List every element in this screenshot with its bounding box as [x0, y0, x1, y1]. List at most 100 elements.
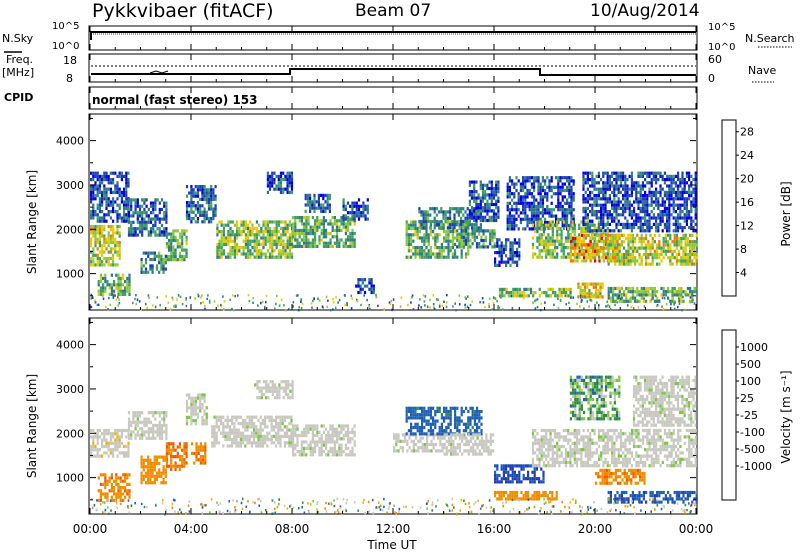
power-cell — [216, 252, 219, 256]
velocity-cell — [165, 411, 168, 415]
velocity-cell — [141, 436, 144, 440]
power-cell — [125, 178, 128, 182]
velocity-cell — [165, 414, 168, 418]
power-cell — [651, 246, 654, 250]
velocity-cell — [117, 489, 120, 493]
velocity-cell — [158, 455, 161, 459]
power-cell — [429, 249, 432, 253]
power-cell — [668, 203, 671, 207]
power-cell — [674, 222, 677, 226]
power-cell — [357, 198, 361, 202]
power-cell — [631, 233, 634, 237]
power-cell — [558, 287, 561, 291]
power-cell — [322, 193, 325, 197]
power-cell — [508, 201, 511, 205]
power-cell — [447, 239, 450, 243]
power-cell — [327, 232, 330, 236]
power-cell — [627, 256, 630, 260]
power-cell — [585, 233, 588, 237]
power-cell — [628, 194, 631, 198]
power-cell — [353, 217, 356, 221]
power-cell — [515, 176, 518, 180]
power-cell — [216, 230, 219, 234]
power-cell — [316, 216, 319, 220]
power-cell — [269, 220, 272, 224]
power-cell — [422, 210, 425, 214]
power-cell — [546, 185, 549, 189]
velocity-cell — [167, 448, 171, 452]
velocity-cell — [205, 422, 208, 426]
velocity-cell — [141, 433, 144, 437]
power-cell — [569, 294, 572, 298]
power-cell — [421, 252, 424, 256]
power-cell — [541, 211, 544, 215]
power-cell — [611, 171, 614, 175]
power-cell — [101, 194, 104, 198]
power-cell — [424, 226, 427, 230]
power-cell — [231, 252, 234, 256]
power-cell — [626, 187, 629, 191]
power-cell — [216, 233, 219, 237]
power-cell — [181, 258, 184, 262]
velocity-cell — [147, 430, 150, 434]
power-cell — [136, 211, 139, 215]
velocity-cell — [110, 482, 113, 486]
power-cell — [524, 185, 527, 189]
power-cell — [528, 188, 531, 193]
power-cell — [164, 257, 167, 262]
power-cell — [682, 299, 685, 303]
power-cell — [320, 193, 323, 197]
power-cell — [584, 213, 587, 217]
velocity-cell — [164, 471, 167, 475]
power-cell — [624, 197, 627, 201]
power-cell — [675, 293, 678, 297]
power-ground-scatter — [595, 308, 597, 312]
power-cell — [597, 252, 601, 256]
power-cell — [143, 201, 146, 205]
power-cell — [116, 253, 119, 257]
power-cell — [271, 255, 274, 259]
power-cell — [583, 240, 586, 244]
power-cell — [423, 255, 426, 259]
velocity-cell — [149, 427, 153, 431]
power-cell — [664, 240, 667, 244]
power-cell — [107, 178, 110, 182]
power-cell — [98, 219, 101, 223]
power-cell — [629, 296, 632, 300]
power-ground-scatter — [628, 298, 631, 301]
velocity-cell — [115, 495, 118, 499]
power-cell — [645, 236, 648, 241]
power-cell — [288, 174, 291, 178]
power-cell — [591, 249, 594, 253]
power-cell — [460, 210, 463, 214]
power-cell — [127, 214, 131, 218]
power-cell — [102, 292, 105, 296]
power-cell — [475, 242, 479, 246]
power-cell — [112, 256, 115, 261]
power-cell — [170, 232, 173, 236]
velocity-cell — [97, 476, 100, 480]
power-cell — [564, 255, 568, 259]
power-cell — [98, 234, 101, 238]
velocity-cell — [114, 444, 117, 449]
power-cell — [541, 198, 544, 202]
power-cell — [659, 222, 662, 226]
power-cell — [567, 246, 570, 250]
power-cell — [162, 261, 165, 265]
power-cell — [684, 233, 687, 237]
power-cell — [602, 203, 605, 207]
power-cell — [599, 295, 602, 299]
velocity-cell — [143, 420, 146, 424]
power-cell — [558, 294, 561, 298]
power-cell — [507, 291, 510, 295]
velocity-cell — [194, 412, 197, 416]
power-cell — [203, 207, 206, 211]
power-cell — [118, 213, 121, 217]
power-cell — [462, 223, 465, 227]
power-cell — [635, 222, 638, 226]
power-cell — [557, 204, 560, 209]
power-cell — [158, 217, 161, 221]
velocity-cell — [96, 448, 99, 452]
power-cell — [524, 208, 527, 212]
